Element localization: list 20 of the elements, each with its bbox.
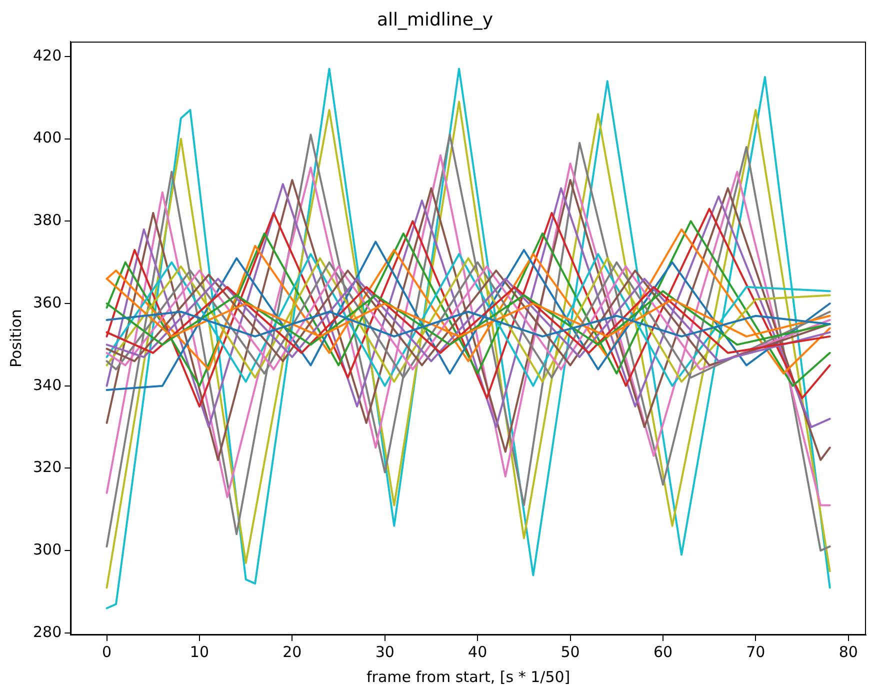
y-tick-label: 420 — [32, 46, 62, 64]
y-tick-label: 360 — [32, 293, 62, 312]
y-tick-label: 400 — [32, 128, 62, 147]
y-tick-label: 340 — [32, 376, 62, 394]
y-tick-label: 300 — [32, 540, 62, 558]
x-tick-label: 60 — [653, 642, 673, 661]
x-tick-label: 50 — [560, 642, 580, 661]
y-tick-label: 280 — [32, 622, 62, 641]
x-axis-title: frame from start, [s * 1/50] — [366, 668, 570, 686]
x-tick-label: 30 — [375, 642, 394, 661]
x-tick-label: 40 — [468, 642, 488, 661]
y-tick-label: 320 — [32, 458, 62, 476]
x-tick-label: 70 — [746, 642, 766, 661]
chart-title: all_midline_y — [376, 9, 494, 30]
x-tick-label: 20 — [282, 642, 302, 661]
y-axis-title: Position — [6, 309, 25, 368]
x-tick-label: 80 — [838, 642, 858, 661]
x-tick-label: 10 — [190, 642, 210, 661]
x-tick-label: 0 — [102, 642, 112, 661]
y-tick-label: 380 — [32, 211, 62, 230]
